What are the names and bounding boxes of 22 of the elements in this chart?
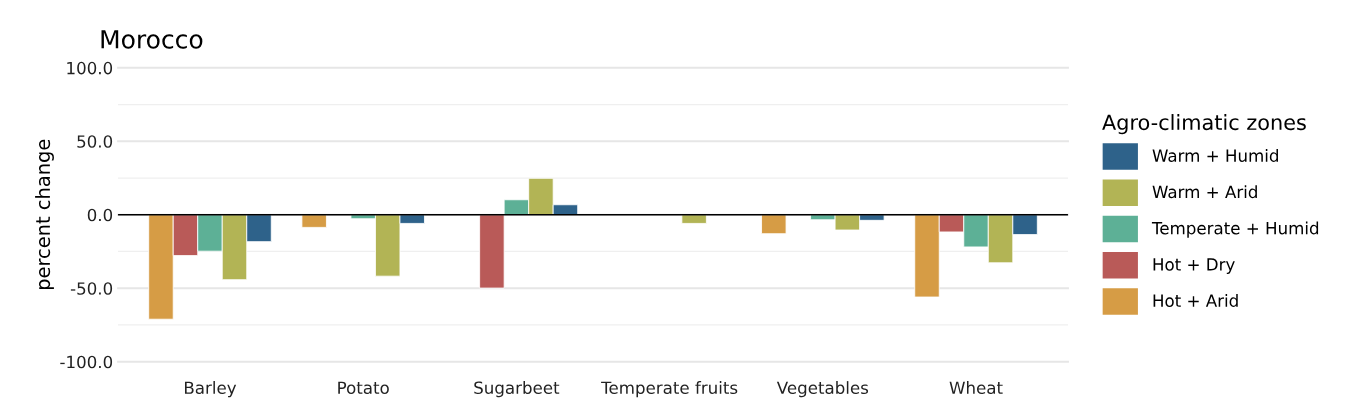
legend-label: Hot + Arid — [1153, 294, 1238, 307]
y-tick-label: 100.0 — [67, 61, 113, 75]
chart-title: Morocco — [101, 30, 203, 49]
y-axis-title: percent change — [35, 139, 54, 290]
bar — [681, 214, 707, 224]
x-tick-label: Potato — [338, 381, 389, 395]
y-tick-label: 0.0 — [87, 208, 113, 222]
legend-label: Hot + Dry — [1153, 258, 1235, 274]
x-tick-label: Temperate fruits — [601, 381, 738, 398]
legend-title: Agro-climatic zones — [1102, 114, 1306, 135]
x-tick-label: Barley — [185, 381, 237, 398]
bar — [761, 214, 787, 235]
legend-label: Warm + Humid — [1152, 149, 1278, 162]
legend-label: Temperate + Humid — [1151, 221, 1319, 238]
bar — [301, 214, 327, 228]
legend-label: Warm + Arid — [1152, 185, 1257, 199]
x-tick-label: Wheat — [949, 381, 1003, 395]
y-tick-label: 50.0 — [77, 135, 113, 148]
y-tick-label: -50.0 — [70, 282, 113, 295]
x-tick-label: Vegetables — [776, 381, 869, 398]
x-tick-label: Sugarbeet — [474, 381, 560, 398]
y-tick-label: -100.0 — [60, 355, 113, 369]
